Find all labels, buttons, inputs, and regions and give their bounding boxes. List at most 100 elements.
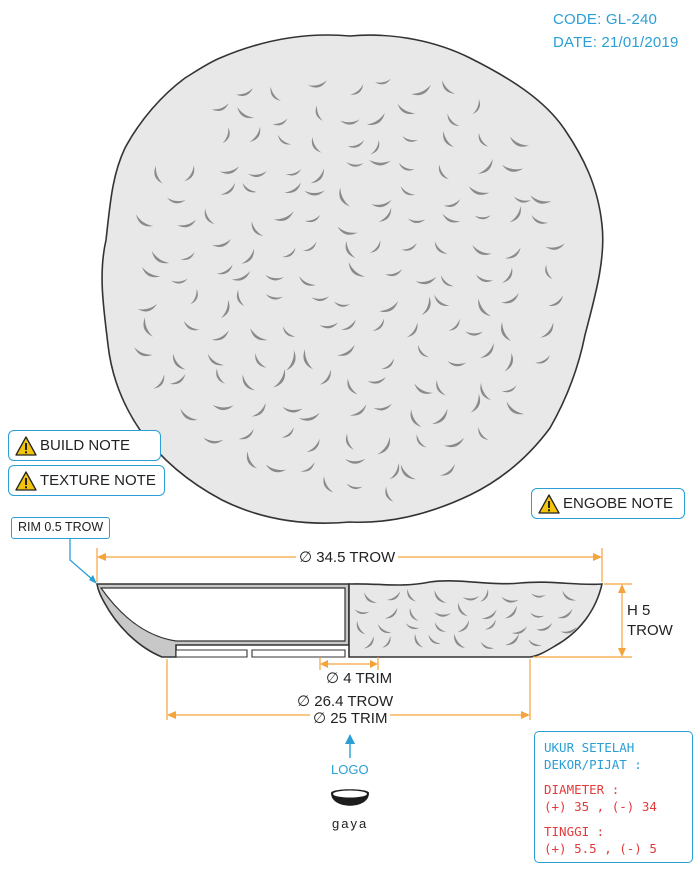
texture-crescent — [434, 622, 447, 632]
texture-crescent — [398, 162, 415, 171]
engobe-note-button[interactable]: ENGOBE NOTE — [531, 488, 685, 519]
texture-crescent — [415, 276, 437, 285]
texture-crescent — [531, 593, 546, 598]
texture-crescent — [480, 382, 492, 401]
texture-crescent — [414, 633, 424, 648]
dim-base-trim: ∅ 25 TRIM — [310, 709, 391, 727]
texture-crescent — [356, 620, 366, 635]
warning-icon — [15, 435, 37, 456]
texture-crescent — [251, 402, 266, 417]
texture-crescent — [345, 241, 356, 258]
texture-crescent — [249, 126, 261, 142]
texture-crescent — [204, 208, 215, 225]
texture-crescent — [281, 427, 294, 438]
dim-foot-inner: ∅ 4 TRIM — [326, 670, 393, 687]
texture-crescent — [447, 360, 467, 367]
texture-crescent — [501, 385, 517, 393]
plate-section-inner — [99, 587, 346, 642]
texture-crescent — [212, 404, 234, 411]
texture-crescent — [250, 327, 268, 341]
texture-crescent — [378, 301, 399, 313]
texture-crescent — [547, 295, 564, 307]
texture-crescent — [265, 294, 283, 300]
texture-crescent — [171, 278, 188, 284]
texture-crescent — [535, 355, 550, 364]
texture-crescent — [384, 269, 403, 277]
rim-label: RIM 0.5 TROW — [11, 517, 111, 539]
texture-crescent — [418, 344, 430, 358]
texture-crescent — [405, 623, 420, 630]
drawing-code: CODE: GL-240 — [553, 11, 658, 28]
texture-crescent — [440, 463, 455, 476]
texture-crescent — [472, 244, 492, 255]
texture-crescent — [344, 458, 366, 464]
texture-crescent — [400, 464, 416, 480]
texture-crescent — [180, 408, 198, 421]
texture-crescent — [241, 248, 254, 264]
texture-crescent — [236, 289, 245, 307]
texture-crescent — [481, 609, 497, 619]
texture-crescent — [248, 171, 267, 178]
texture-crescent — [270, 86, 281, 101]
texture-crescent — [367, 377, 387, 384]
texture-crescent — [377, 437, 391, 455]
texture-crescent — [421, 296, 431, 316]
texture-crescent — [336, 344, 355, 356]
texture-crescent — [272, 118, 288, 126]
texture-crescent — [472, 99, 481, 115]
texture-crescent — [509, 205, 521, 223]
texture-crescent — [300, 461, 315, 472]
texture-crescent — [434, 612, 451, 617]
texture-crescent — [216, 264, 233, 275]
texture-crescent — [477, 158, 493, 174]
texture-crescent — [407, 218, 426, 224]
texture-crescent — [282, 326, 296, 337]
texture-crescent — [306, 438, 320, 452]
texture-crescent — [340, 319, 356, 330]
build-note-button[interactable]: BUILD NOTE — [8, 430, 161, 461]
texture-crescent — [457, 620, 469, 632]
texture-crescent — [478, 132, 489, 147]
texture-note-button[interactable]: TEXTURE NOTE — [8, 465, 165, 496]
texture-crescent — [153, 374, 165, 389]
texture-crescent — [409, 607, 419, 621]
brand-name: gaya — [332, 816, 369, 831]
texture-crescent — [282, 247, 296, 258]
dim-height-value: H 5 — [627, 602, 651, 619]
texture-crescent — [203, 437, 224, 444]
texture-crescent — [238, 428, 254, 440]
texture-crescent — [434, 241, 448, 254]
texture-crescent — [348, 262, 365, 277]
texture-crescent — [278, 134, 291, 145]
texture-crescent — [311, 296, 330, 302]
texture-crescent — [273, 211, 294, 221]
texture-crescent — [219, 166, 240, 174]
texture-crescent — [220, 182, 235, 195]
measurement-info-box: UKUR SETELAH DEKOR/PIJAT : DIAMETER : (+… — [534, 731, 693, 863]
texture-crescent — [334, 301, 350, 307]
texture-crescent — [530, 195, 552, 204]
texture-crescent — [536, 622, 553, 631]
texture-crescent — [501, 596, 519, 603]
texture-crescent — [474, 215, 491, 220]
texture-crescent — [347, 140, 365, 148]
texture-crescent — [502, 164, 524, 172]
texture-crescent — [212, 238, 231, 247]
texture-crescent — [448, 318, 460, 331]
drawing-date: DATE: 21/01/2019 — [553, 34, 679, 51]
texture-crescent — [346, 162, 364, 167]
texture-crescent — [401, 242, 417, 251]
texture-crescent — [385, 486, 394, 502]
texture-crescent — [340, 119, 360, 125]
texture-crescent — [304, 214, 321, 223]
texture-crescent — [528, 639, 542, 647]
texture-crescent — [255, 353, 267, 368]
build-note-label: BUILD NOTE — [40, 437, 131, 454]
info-height-value: (+) 5.5 , (-) 5 — [544, 841, 657, 856]
texture-crescent — [346, 483, 363, 490]
texture-crescent — [172, 353, 186, 370]
texture-crescent — [509, 136, 530, 147]
texture-crescent — [310, 168, 324, 184]
texture-crescent — [369, 159, 391, 166]
texture-crescent — [337, 226, 358, 235]
